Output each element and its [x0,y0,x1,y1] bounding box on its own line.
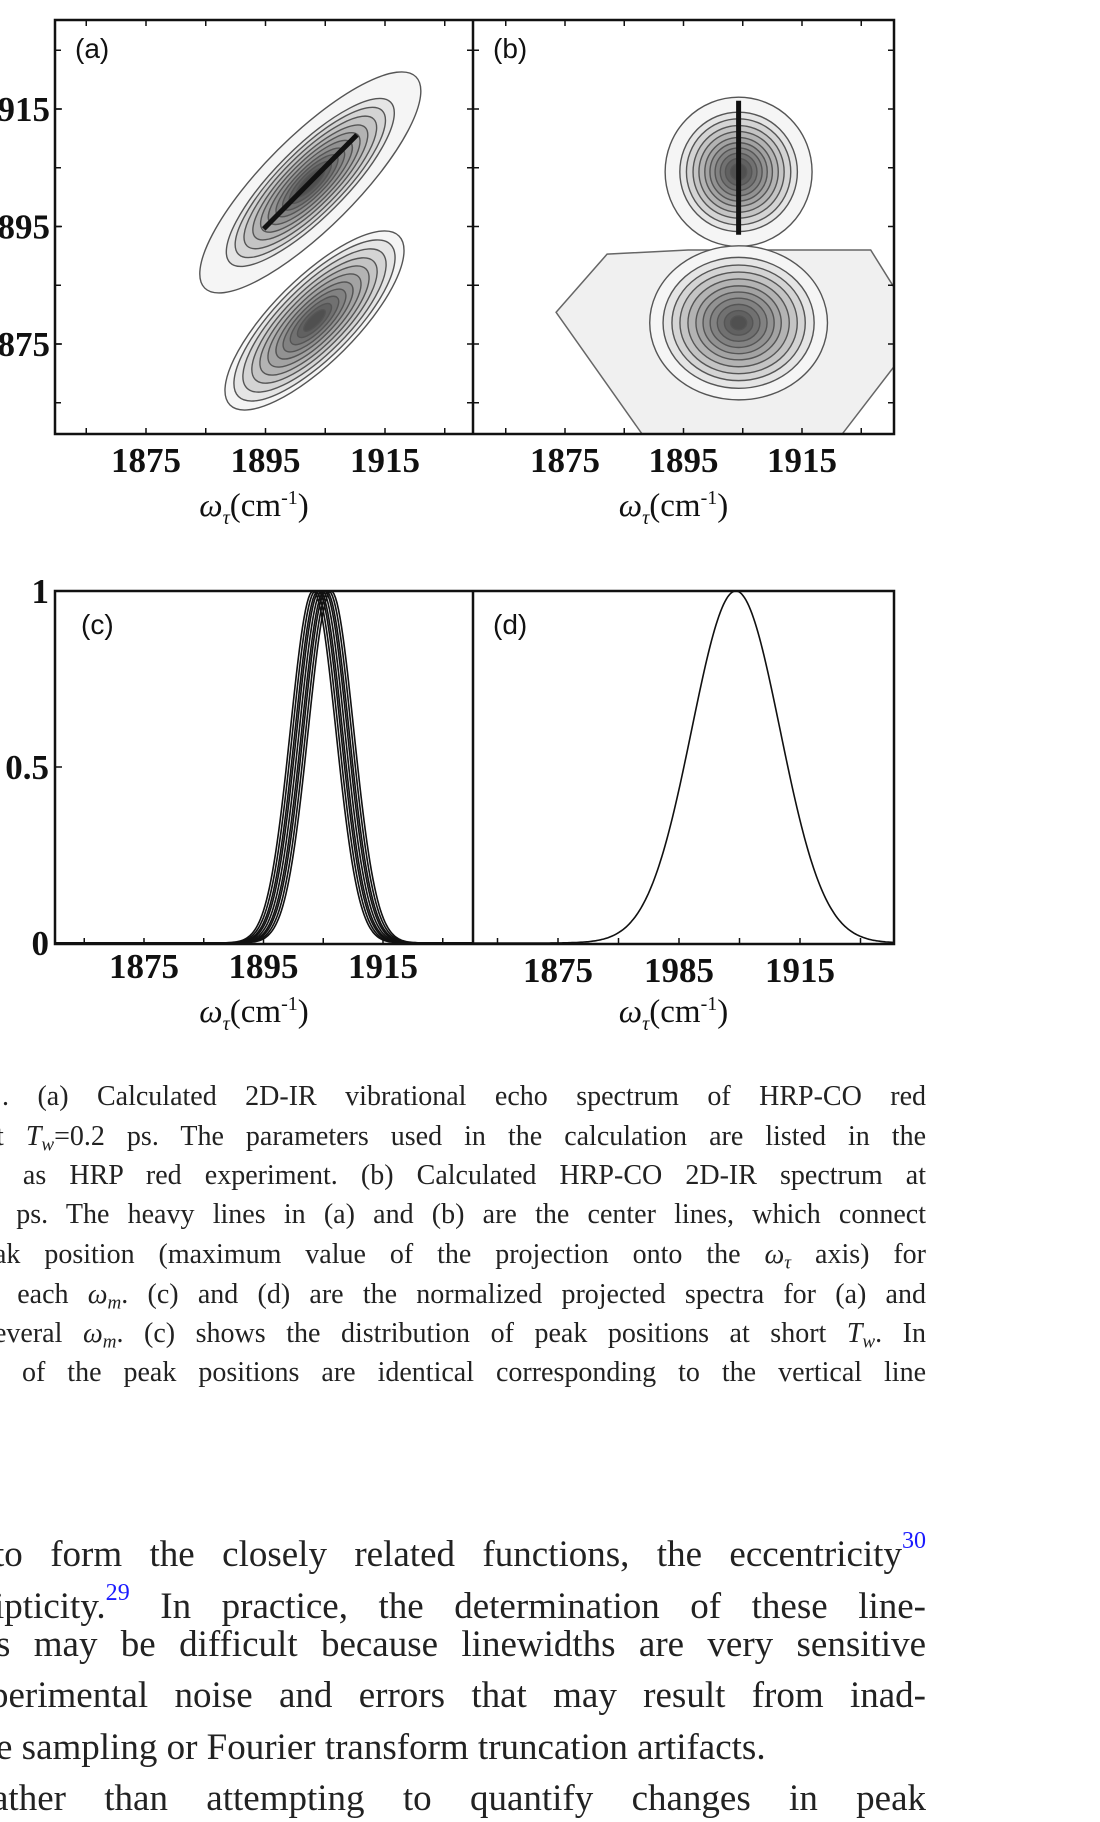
text-run: . (c) shows the distribution of peak pos… [116,1318,847,1349]
tick-marks [55,20,894,944]
x-axis-label: ωτ(cm-1) [619,993,728,1035]
text-run: e sampling or Fourier transform truncati… [0,1727,766,1768]
x-tick-label: 1915 [348,947,418,986]
y-tick-label: 0.5 [5,748,49,787]
text-run: of the peak positions are identical corr… [0,1357,926,1388]
text-run: . (c) and (d) are the normalized project… [121,1279,926,1310]
subscript: m [102,1331,117,1353]
spectrum-curve-7 [55,591,472,944]
reference-link[interactable]: 29 [105,1580,130,1606]
text-run: =0.2 ps. The parameters used in the calc… [54,1121,927,1152]
text-run: . In [875,1318,926,1349]
panel-label: (d) [493,609,527,640]
text-run: In practice, the determination of these … [129,1586,926,1628]
text-run: perimental noise and errors that may res… [0,1675,926,1716]
panel-label: (b) [493,33,527,64]
italic-symbol: ω [87,1279,108,1310]
center-line [261,133,359,231]
subscript: w [862,1331,876,1353]
body-line: ather than attempting to quantify change… [0,1776,926,1822]
body-line: e sampling or Fourier transform truncati… [0,1725,926,1771]
body-line: perimental noise and errors that may res… [0,1673,926,1719]
panel-b [555,96,894,434]
panel-a [199,71,422,411]
caption-line: ps. The heavy lines in (a) and (b) are t… [0,1198,926,1232]
text-run: ipticity. [0,1586,106,1628]
body-line: to form the closely related functions, t… [0,1518,926,1575]
figure: 1875 1895 1915 ωτ(cm-1) (a) 1875 1895 1915 1875 1… [0,18,896,1035]
italic-symbol: ω [82,1318,103,1349]
contour-peak-2-level-11 [303,309,326,332]
y-tick-label: 1875 [0,325,50,364]
x-tick-label: 1875 [111,441,181,480]
italic-symbol: T [25,1121,42,1152]
spectrum-curve-1 [55,591,472,944]
x-tick-label: 1895 [229,947,299,986]
body-line: s may be difficult because linewidths ar… [0,1622,926,1668]
text-run: . (a) Calculated 2D-IR vibrational echo … [2,1081,926,1112]
panel-d [473,591,894,944]
caption-line: l as HRP red experiment. (b) Calculated … [0,1159,926,1193]
panel-label: (a) [75,33,109,64]
text-run: to form the closely related functions, t… [0,1534,902,1576]
text-run: each [0,1279,88,1310]
text-run: l as HRP red experiment. (b) Calculated … [0,1160,926,1191]
reference-link[interactable]: 30 [901,1528,926,1554]
x-axis-label: ωτ(cm-1) [199,487,308,529]
subscript: τ [784,1252,792,1274]
spectrum-curve-3 [55,591,472,944]
contour-peak-2-level-11 [729,315,748,331]
panel-c [55,591,472,944]
subscript: w [41,1134,55,1156]
x-axis-label: ωτ(cm-1) [199,993,308,1035]
x-tick-label: 1875 [530,441,600,480]
text-run: t [0,1121,26,1152]
subscript: m [107,1292,122,1314]
text-run: ak position (maximum value of the projec… [0,1239,765,1270]
caption-line: each ωm. (c) and (d) are the normalized … [0,1278,926,1314]
spectrum-curve-4 [55,591,472,944]
x-tick-label: 1875 [109,947,179,986]
spectrum-curve-9 [55,591,472,944]
x-tick-label: 1875 [523,951,593,990]
text-run: s may be difficult because linewidths ar… [0,1624,926,1665]
text-run: ather than attempting to quantify change… [0,1778,926,1819]
caption-line: everal ωm. (c) shows the distribution of… [0,1317,926,1353]
caption-line: t Tw=0.2 ps. The parameters used in the … [0,1120,927,1156]
y-tick-label: 1 [32,572,50,611]
x-tick-label: 1895 [649,441,719,480]
y-tick-label: 0 [32,924,50,963]
caption-line: . (a) Calculated 2D-IR vibrational echo … [2,1080,926,1114]
caption-line: ak position (maximum value of the projec… [0,1238,927,1274]
x-tick-label: 1985 [644,951,714,990]
spectrum-curve-2 [55,591,472,944]
italic-symbol: ω [764,1239,785,1270]
panel-label: (c) [81,609,114,640]
x-axis-label: ωτ(cm-1) [619,487,728,529]
italic-symbol: T [846,1318,863,1349]
spectrum-curve-1 [473,591,894,944]
caption-line: of the peak positions are identical corr… [0,1356,926,1390]
spectrum-curve-6 [55,591,472,944]
spectrum-curve-5 [55,591,472,944]
body-line: ipticity.29 In practice, the determinati… [0,1570,926,1627]
text-run: ps. The heavy lines in (a) and (b) are t… [0,1199,926,1230]
y-tick-label: 1915 [0,90,50,129]
x-tick-label: 1915 [350,441,420,480]
text-run: axis) for [791,1239,927,1270]
spectrum-curve-8 [55,591,472,944]
x-tick-label: 1915 [765,951,835,990]
x-tick-label: 1895 [231,441,301,480]
y-tick-label: 1895 [0,208,50,247]
text-run: everal [0,1318,83,1349]
x-tick-label: 1915 [767,441,837,480]
